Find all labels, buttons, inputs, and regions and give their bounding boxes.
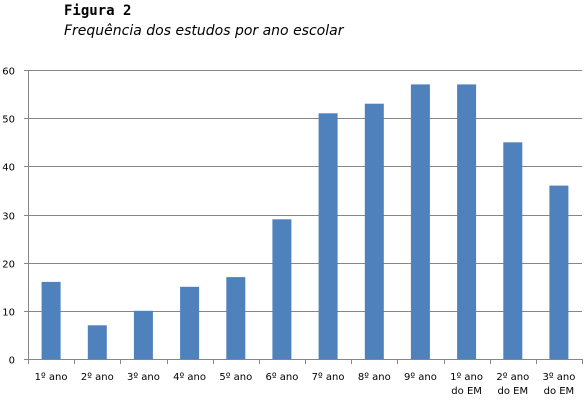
bar: [549, 185, 569, 359]
y-tick-label: 30: [2, 212, 15, 223]
bar: [503, 142, 523, 360]
x-tick-label: 2º ano: [81, 372, 114, 383]
y-tick-labels: 0 10 20 30 40 50 60: [2, 67, 15, 367]
bar: [226, 277, 246, 359]
bar: [318, 113, 338, 359]
figure-title: Frequência dos estudos por ano escolar: [64, 23, 344, 39]
x-tick-label: 8º ano: [358, 372, 391, 383]
x-tick-label: 2º ano do EM: [496, 372, 529, 397]
x-tick-label: 5º ano: [219, 372, 252, 383]
x-tick-label: 6º ano: [265, 372, 298, 383]
bar: [364, 103, 384, 359]
bar: [87, 325, 107, 359]
x-tick-label: 3º ano: [127, 372, 160, 383]
y-tick-label: 10: [2, 308, 15, 319]
figure-label: Figura 2: [64, 3, 132, 19]
bar: [272, 219, 292, 359]
x-tick-label: 1º ano do EM: [450, 372, 483, 397]
bar: [41, 281, 61, 359]
gridlines: [28, 70, 582, 312]
y-tick-label: 40: [2, 163, 15, 174]
bar: [133, 310, 153, 359]
bar: [457, 84, 477, 360]
y-tick-label: 0: [9, 356, 15, 367]
x-tick-label: 1º ano: [35, 372, 68, 383]
bar: [180, 286, 200, 360]
bar: [410, 84, 430, 360]
x-tick-label: 4º ano: [173, 372, 206, 383]
y-tick-label: 20: [2, 260, 15, 271]
x-tick-label: 7º ano: [312, 372, 345, 383]
bars: [41, 84, 569, 360]
y-tick-label: 50: [2, 115, 15, 126]
axes: [24, 70, 583, 364]
x-tick-labels: 1º ano 2º ano 3º ano 4º ano 5º ano 6º ano 7º a…: [35, 372, 576, 397]
x-tick-label: 9º ano: [404, 372, 437, 383]
x-tick-label: 3º ano do EM: [542, 372, 575, 397]
y-tick-label: 60: [2, 67, 15, 78]
